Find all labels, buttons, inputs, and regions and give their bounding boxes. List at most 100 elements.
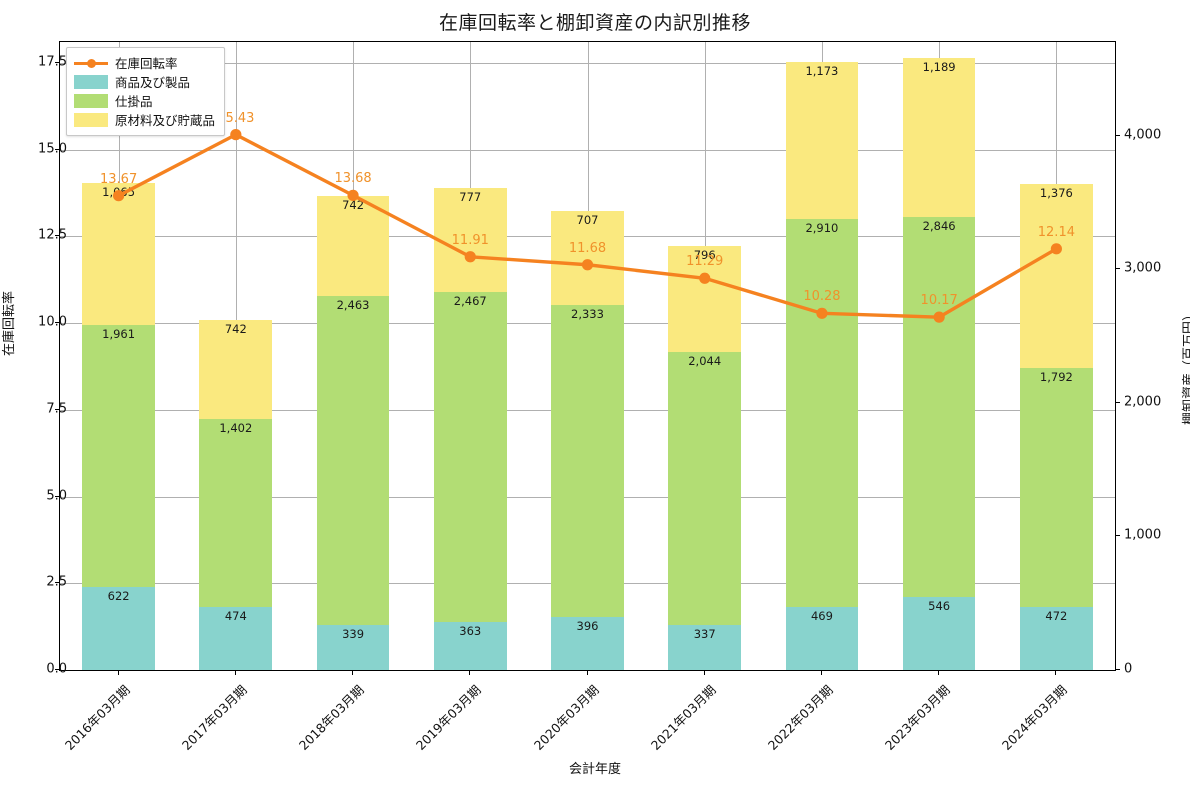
- bar-segment[interactable]: 1,961: [82, 324, 155, 587]
- bar-segment[interactable]: 622: [82, 586, 155, 670]
- x-axis-tick-label: 2024年03月期: [999, 682, 1071, 753]
- bar-value-label: 2,910: [805, 220, 839, 235]
- bar-value-label: 469: [810, 609, 833, 624]
- bar-value-label: 742: [342, 198, 365, 213]
- line-marker[interactable]: [933, 311, 945, 323]
- bar-value-label: 1,189: [922, 59, 956, 74]
- line-marker[interactable]: [230, 129, 242, 141]
- y-axis-right-tick-label: 3,000: [1124, 260, 1162, 276]
- legend-line-icon: [74, 56, 108, 70]
- y-axis-right-tick-label: 4,000: [1124, 127, 1162, 143]
- bar-segment[interactable]: 1,792: [1020, 367, 1093, 607]
- line-marker[interactable]: [347, 189, 359, 201]
- chart-legend: 在庫回転率 商品及び製品仕掛品 原材料及び貯蔵品: [66, 47, 226, 136]
- x-axis-tick: [938, 671, 940, 675]
- bar-segment[interactable]: 337: [668, 624, 742, 670]
- line-marker[interactable]: [1050, 243, 1062, 255]
- bar-segment[interactable]: 1,376: [1020, 183, 1093, 368]
- y-axis-left-tick: [55, 495, 59, 497]
- bar-segment[interactable]: 777: [433, 188, 507, 292]
- bar-value-label: 1,792: [1039, 369, 1073, 384]
- y-axis-left-tick-label: 15.0: [38, 141, 67, 157]
- bar-group[interactable]: 546 2,846 1,189: [902, 42, 976, 670]
- bar-segment[interactable]: 469: [785, 607, 859, 670]
- y-axis-right-tick: [1116, 669, 1120, 670]
- bar-segment[interactable]: 2,044: [668, 351, 742, 625]
- bar-group[interactable]: 396 2,333 707: [551, 42, 624, 670]
- bar-group[interactable]: 337 2,044 796: [668, 42, 742, 670]
- bar-segment[interactable]: 363: [433, 621, 507, 670]
- legend-item[interactable]: 在庫回転率: [74, 53, 215, 72]
- bar-segment[interactable]: 742: [316, 196, 390, 296]
- legend-item[interactable]: 商品及び製品: [74, 72, 215, 91]
- bar-segment[interactable]: 707: [551, 210, 624, 306]
- bar-value-label: 472: [1045, 608, 1068, 623]
- bar-segment[interactable]: 1,173: [785, 61, 859, 219]
- gridline-horizontal: [60, 62, 1115, 64]
- bar-value-label: 796: [693, 247, 716, 262]
- y-axis-left-tick-label: 17.5: [38, 54, 67, 70]
- bar-series-layer: 622 1,9611,065 474 1,402 742 339 2,463 742 363 2,…: [60, 42, 1115, 670]
- x-axis-tick: [117, 671, 119, 675]
- bar-group[interactable]: 339 2,463 742: [316, 42, 390, 670]
- y-axis-right-tick: [1116, 535, 1120, 537]
- bar-group[interactable]: 622 1,9611,065: [82, 42, 155, 670]
- x-axis-tick-label: 2018年03月期: [295, 682, 367, 753]
- bar-value-label: 2,846: [922, 218, 956, 233]
- x-axis-tick: [703, 671, 705, 675]
- bar-segment[interactable]: 796: [668, 245, 742, 352]
- bar-segment[interactable]: 2,910: [785, 218, 859, 608]
- bar-value-label: 474: [224, 608, 247, 623]
- legend-swatch-icon: [74, 93, 108, 108]
- x-axis-tick: [234, 671, 236, 675]
- y-axis-right-tick-label: 1,000: [1124, 527, 1162, 543]
- bar-value-label: 2,044: [688, 353, 722, 368]
- bar-segment[interactable]: 742: [199, 320, 273, 420]
- bar-group[interactable]: 363 2,467 777: [433, 42, 507, 670]
- bar-segment[interactable]: 1,189: [902, 57, 976, 217]
- bar-value-label: 2,467: [453, 293, 487, 308]
- bar-value-label: 707: [576, 212, 599, 227]
- bar-value-label: 1,376: [1039, 185, 1073, 200]
- bar-value-label: 1,173: [805, 63, 839, 78]
- legend-swatch-icon: [74, 112, 108, 127]
- bar-segment[interactable]: 396: [551, 617, 624, 670]
- line-value-label: 10.17: [920, 293, 958, 309]
- line-marker[interactable]: [699, 272, 711, 284]
- line-marker[interactable]: [464, 251, 476, 263]
- line-marker[interactable]: [581, 259, 594, 271]
- line-marker[interactable]: [816, 307, 828, 319]
- line-marker[interactable]: [113, 190, 125, 202]
- bar-segment[interactable]: 2,846: [902, 216, 976, 598]
- bar-segment[interactable]: 339: [316, 624, 390, 670]
- bar-segment[interactable]: 546: [902, 597, 976, 670]
- bar-segment[interactable]: 472: [1020, 606, 1093, 670]
- bar-segment[interactable]: 1,065: [82, 182, 155, 325]
- bar-value-label: 337: [693, 626, 716, 641]
- bar-segment[interactable]: 2,467: [433, 291, 507, 622]
- legend-item-label: 仕掛品: [115, 94, 153, 109]
- bar-segment[interactable]: 474: [199, 606, 273, 670]
- bar-value-label: 339: [342, 626, 365, 641]
- x-axis-tick: [820, 671, 822, 675]
- line-value-label: 11.91: [451, 232, 489, 248]
- bar-value-label: 2,463: [336, 297, 370, 312]
- y-axis-left-tick-label: 10.0: [38, 314, 67, 330]
- bar-group[interactable]: 474 1,402 742: [199, 42, 273, 670]
- y-axis-left-tick: [55, 582, 59, 584]
- x-axis-tick-label: 2021年03月期: [647, 682, 719, 753]
- legend-swatch-icon: [74, 74, 108, 89]
- bar-segment[interactable]: 1,402: [199, 419, 273, 607]
- y-axis-left-tick: [55, 61, 59, 63]
- bar-segment[interactable]: 2,463: [316, 295, 390, 625]
- bar-group[interactable]: 472 1,792 1,376: [1020, 42, 1093, 670]
- bar-group[interactable]: 469 2,910 1,173: [785, 42, 859, 670]
- legend-item[interactable]: 仕掛品: [74, 91, 215, 110]
- legend-item[interactable]: 原材料及び貯蔵品: [74, 110, 215, 129]
- gridline-horizontal: [60, 149, 1115, 151]
- x-axis-tick: [1055, 671, 1057, 675]
- bar-value-label: 1,961: [102, 326, 136, 341]
- bar-segment[interactable]: 2,333: [551, 305, 624, 618]
- y-axis-left-tick: [55, 669, 59, 670]
